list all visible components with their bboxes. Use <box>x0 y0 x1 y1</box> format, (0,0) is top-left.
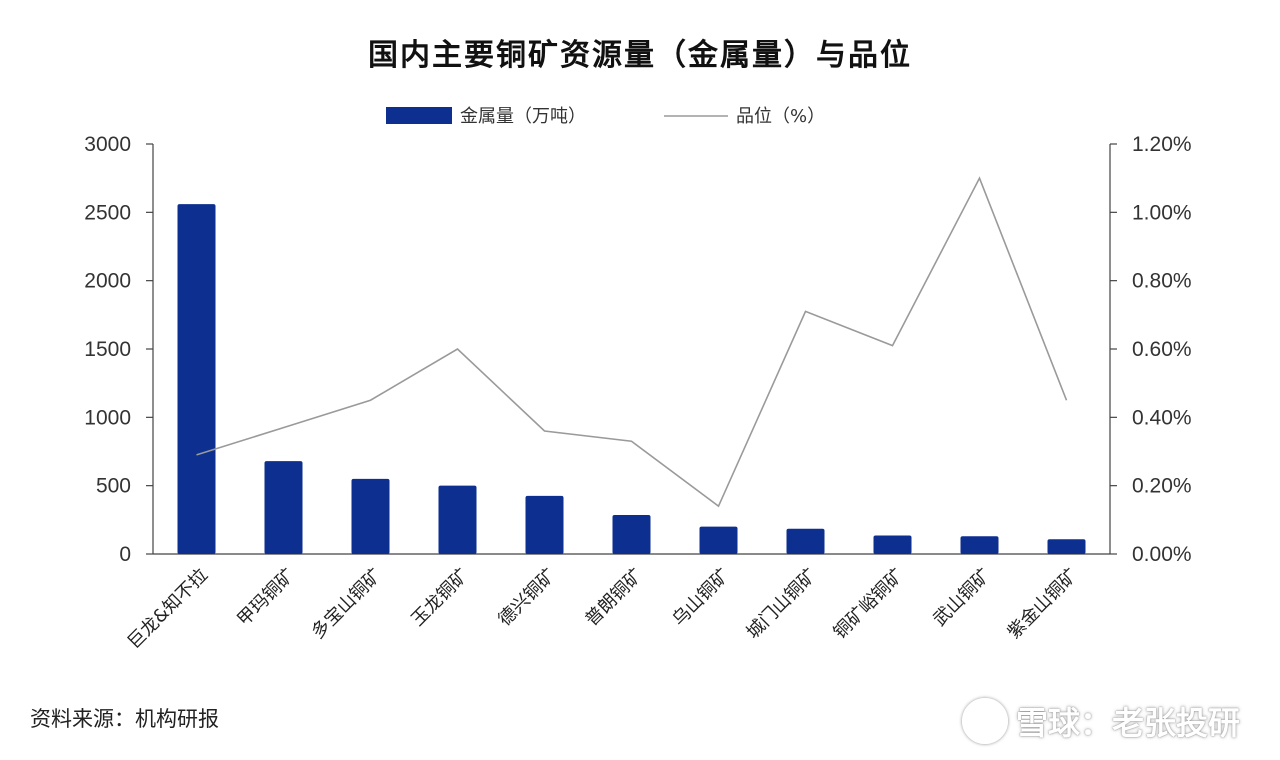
line-series <box>196 176 1068 508</box>
right-tick-label: 0.20% <box>1132 475 1192 498</box>
category-label: 乌山铜矿 <box>668 565 734 631</box>
category-label: 巨龙&知不拉 <box>124 565 212 653</box>
category-label: 武山铜矿 <box>929 565 995 631</box>
bar-6 <box>612 515 651 554</box>
watermark-text: 雪球：老张投研 <box>1015 704 1240 742</box>
left-tick-label: 1500 <box>84 338 131 361</box>
left-tick-label: 2500 <box>84 201 131 224</box>
category-labels: 巨龙&知不拉 甲玛铜矿 多宝山铜矿 玉龙铜矿 德兴铜矿 普朗铜矿 乌山铜矿 城门山铜矿 铜矿峪铜… <box>124 565 1082 653</box>
category-label: 德兴铜矿 <box>494 565 560 631</box>
bar-1 <box>177 204 216 554</box>
source-note: 资料来源：机构研报 <box>30 707 219 731</box>
left-tick-label: 500 <box>96 475 131 498</box>
right-tick-label: 0.60% <box>1132 338 1192 361</box>
left-tick-label: 1000 <box>84 406 131 429</box>
left-tick-label: 2000 <box>84 270 131 293</box>
watermark: 雪球：老张投研 <box>961 698 1240 744</box>
grade-line <box>196 176 1068 508</box>
bar-9 <box>873 535 912 554</box>
bar-series <box>177 204 1086 554</box>
legend-line-label: 品位（%） <box>736 106 825 127</box>
chart-title: 国内主要铜矿资源量（金属量）与品位 <box>368 38 912 73</box>
right-tick-label: 1.20% <box>1132 133 1192 156</box>
left-axis: 0 500 1000 1500 2000 2500 3000 <box>84 133 1110 566</box>
right-tick-label: 0.80% <box>1132 270 1192 293</box>
category-label: 城门山铜矿 <box>743 565 821 643</box>
bar-10 <box>960 536 999 554</box>
right-tick-label: 0.00% <box>1132 543 1192 566</box>
right-axis: 0.00% 0.20% 0.40% 0.60% 0.80% 1.00% 1.20% <box>1109 133 1192 566</box>
legend-bar-label: 金属量（万吨） <box>460 106 586 127</box>
category-label: 多宝山铜矿 <box>308 565 386 643</box>
bar-3 <box>351 478 390 554</box>
snowball-logo-icon <box>961 698 1008 744</box>
left-tick-label: 3000 <box>84 133 131 156</box>
legend: 金属量（万吨） 品位（%） <box>386 106 825 127</box>
bar-8 <box>786 528 825 554</box>
left-tick-label: 0 <box>119 543 131 566</box>
bar-11 <box>1047 539 1086 554</box>
bar-2 <box>264 461 303 554</box>
category-label: 普朗铜矿 <box>581 565 647 631</box>
category-label: 玉龙铜矿 <box>407 565 473 631</box>
bar-5 <box>525 495 564 554</box>
category-label: 甲玛铜矿 <box>233 565 299 631</box>
right-tick-label: 1.00% <box>1132 201 1192 224</box>
right-tick-label: 0.40% <box>1132 406 1192 429</box>
bar-7 <box>699 526 738 554</box>
bar-4 <box>438 485 477 554</box>
legend-bar-swatch <box>386 107 452 124</box>
category-label: 铜矿峪铜矿 <box>830 565 908 643</box>
category-label: 紫金山铜矿 <box>1004 565 1082 643</box>
